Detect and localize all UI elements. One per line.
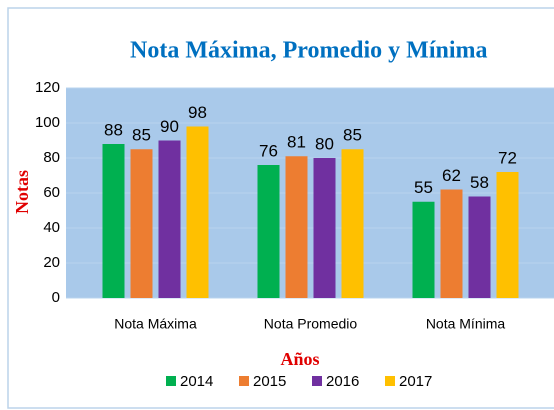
bar <box>468 196 491 298</box>
data-label: 58 <box>470 173 489 192</box>
bar <box>496 172 519 298</box>
bar <box>102 144 125 298</box>
legend-label: 2016 <box>326 373 359 390</box>
legend-label: 2014 <box>180 373 213 390</box>
x-tick-label: Nota Mínima <box>426 316 506 332</box>
legend-swatch <box>312 376 322 386</box>
bar <box>412 201 435 298</box>
x-tick-label: Nota Máxima <box>114 316 197 332</box>
legend-swatch <box>166 376 176 386</box>
y-axis-label: Notas <box>12 170 32 214</box>
x-tick-label: Nota Promedio <box>264 316 358 332</box>
bar <box>341 149 364 298</box>
chart-title: Nota Máxima, Promedio y Mínima <box>130 38 488 64</box>
bar <box>440 189 463 298</box>
bar <box>257 165 280 298</box>
data-label: 85 <box>343 126 362 145</box>
y-tick-label: 60 <box>43 184 60 201</box>
legend-label: 2017 <box>399 373 432 390</box>
bar <box>285 156 308 298</box>
data-label: 80 <box>315 134 334 153</box>
bar <box>158 140 181 298</box>
data-label: 62 <box>442 166 461 185</box>
y-tick-label: 120 <box>35 79 60 96</box>
legend-label: 2015 <box>253 373 286 390</box>
bar <box>313 158 336 298</box>
legend-swatch <box>385 376 395 386</box>
y-tick-label: 20 <box>43 254 60 271</box>
data-label: 72 <box>498 148 517 167</box>
y-tick-label: 100 <box>35 114 60 131</box>
data-label: 81 <box>287 133 306 152</box>
y-tick-label: 40 <box>43 219 60 236</box>
data-label: 85 <box>132 126 151 145</box>
data-label: 90 <box>160 117 179 136</box>
y-tick-label: 80 <box>43 149 60 166</box>
bar <box>186 126 209 298</box>
legend-swatch <box>239 376 249 386</box>
y-tick-label: 0 <box>52 289 60 306</box>
x-axis-label: Años <box>280 349 319 369</box>
data-label: 55 <box>414 178 433 197</box>
bar <box>130 149 153 298</box>
data-label: 76 <box>259 141 278 160</box>
data-label: 88 <box>104 120 123 139</box>
data-label: 98 <box>188 103 207 122</box>
